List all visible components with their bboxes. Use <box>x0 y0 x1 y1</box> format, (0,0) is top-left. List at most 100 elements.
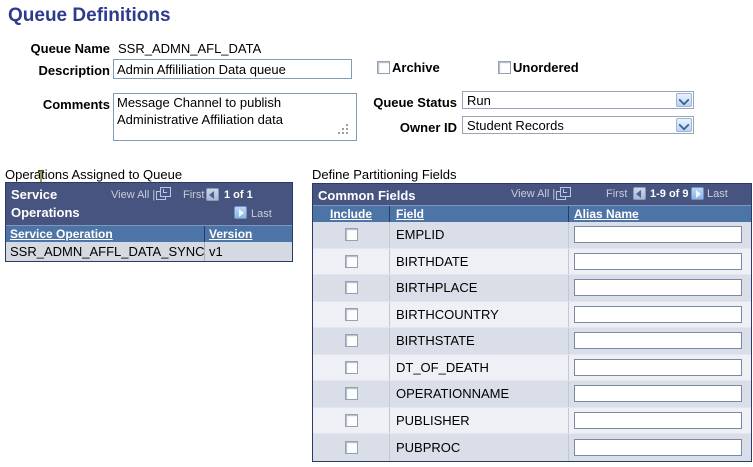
grid-title: Common Fields <box>318 188 416 203</box>
owner-id-label: Owner ID <box>399 120 457 135</box>
table-row: BIRTHDATE <box>313 248 751 275</box>
field-name: PUBPROC <box>390 434 569 461</box>
alias-cell <box>569 302 751 328</box>
include-checkbox[interactable] <box>344 254 358 268</box>
include-cell <box>313 222 390 248</box>
queue-status-label: Queue Status <box>373 95 457 110</box>
alias-name-input[interactable] <box>574 438 742 456</box>
description-input[interactable] <box>113 59 352 79</box>
alias-name-input[interactable] <box>574 252 742 270</box>
comments-textarea[interactable]: Message Channel to publish Administrativ… <box>113 93 357 141</box>
include-cell <box>313 301 390 327</box>
first-link[interactable]: First <box>606 188 628 200</box>
table-row: PUBPROC <box>313 434 751 461</box>
first-link[interactable]: First <box>183 189 205 201</box>
alias-name-input[interactable] <box>574 358 742 376</box>
chevron-down-icon <box>678 119 690 131</box>
alias-name-input[interactable] <box>574 332 742 350</box>
alias-name-input[interactable] <box>574 305 742 323</box>
table-row: PUBLISHER <box>313 407 751 434</box>
table-row: EMPLID <box>313 222 751 249</box>
include-checkbox[interactable] <box>344 281 358 295</box>
field-name: PUBLISHER <box>390 407 569 433</box>
grid-title: Service Operations <box>11 187 80 221</box>
alias-name-input[interactable] <box>574 385 742 403</box>
table-row: BIRTHCOUNTRY <box>313 301 751 328</box>
queue-name-value: SSR_ADMN_AFL_DATA <box>118 41 262 56</box>
include-checkbox[interactable] <box>344 307 358 321</box>
alias-cell <box>569 275 751 301</box>
text-cursor <box>37 170 45 192</box>
include-cell <box>313 434 390 461</box>
queue-status-select[interactable]: Run <box>462 91 694 109</box>
next-arrow-icon[interactable] <box>234 206 247 219</box>
alias-cell <box>569 328 751 354</box>
new-window-icon[interactable] <box>156 187 171 200</box>
field-name: BIRTHDATE <box>390 248 569 274</box>
owner-id-value: Student Records <box>467 118 564 133</box>
alias-cell <box>569 381 751 407</box>
view-all-link[interactable]: View All | <box>511 188 556 200</box>
include-checkbox[interactable] <box>344 334 358 348</box>
alias-name-input[interactable] <box>574 279 742 297</box>
comments-label: Comments <box>42 97 110 112</box>
include-cell <box>313 381 390 407</box>
new-window-icon[interactable] <box>556 187 571 200</box>
unordered-label: Unordered <box>513 60 579 75</box>
alias-name-input[interactable] <box>574 226 742 244</box>
last-link[interactable]: Last <box>251 208 272 220</box>
common-fields-grid-header: Common Fields View All | First 1-9 of 9 … <box>313 184 751 205</box>
common-fields-rows: EMPLID BIRTHDATE BIRTHPLACE BIRTHCOUNTRY BIR… <box>313 222 751 461</box>
row-count: 1 of 1 <box>224 189 253 201</box>
service-operation-value: SSR_ADMN_AFFL_DATA_SYNC <box>6 242 205 261</box>
owner-id-dropdown-button[interactable] <box>676 118 692 132</box>
queue-status-value: Run <box>467 93 491 108</box>
unordered-checkbox[interactable] <box>498 61 511 74</box>
column-header-include[interactable]: Include <box>313 206 390 222</box>
archive-checkbox[interactable] <box>377 61 390 74</box>
view-all-link[interactable]: View All | <box>111 189 156 201</box>
include-checkbox[interactable] <box>344 387 358 401</box>
alias-cell <box>569 408 751 434</box>
owner-id-select[interactable]: Student Records <box>462 116 694 134</box>
common-fields-grid: Common Fields View All | First 1-9 of 9 … <box>312 183 752 462</box>
column-header-row: Service Operation Version <box>6 225 292 242</box>
field-name: BIRTHCOUNTRY <box>390 301 569 327</box>
include-cell <box>313 328 390 354</box>
queue-status-dropdown-button[interactable] <box>676 93 692 107</box>
include-checkbox[interactable] <box>344 440 358 454</box>
column-header-row: Include Field Alias Name <box>313 205 751 222</box>
resize-grip-icon[interactable] <box>346 132 348 134</box>
field-name: BIRTHSTATE <box>390 328 569 354</box>
alias-cell <box>569 249 751 275</box>
row-count: 1-9 of 9 <box>650 188 689 200</box>
service-operations-grid-header: Service Operations View All | First 1 of… <box>6 183 292 225</box>
table-row: BIRTHPLACE <box>313 275 751 302</box>
alias-cell <box>569 222 751 248</box>
column-header-field[interactable]: Field <box>390 206 569 222</box>
column-header-alias-name[interactable]: Alias Name <box>574 207 639 221</box>
include-checkbox[interactable] <box>344 413 358 427</box>
include-checkbox[interactable] <box>344 228 358 242</box>
column-header-version[interactable]: Version <box>209 227 253 241</box>
include-cell <box>313 354 390 380</box>
column-header-service-operation[interactable]: Service Operation <box>6 226 205 242</box>
include-cell <box>313 275 390 301</box>
field-name: BIRTHPLACE <box>390 275 569 301</box>
table-row: SSR_ADMN_AFFL_DATA_SYNC v1 <box>6 242 292 261</box>
include-cell <box>313 407 390 433</box>
alias-cell <box>569 434 751 461</box>
table-row: OPERATIONNAME <box>313 381 751 408</box>
last-link[interactable]: Last <box>707 188 728 200</box>
table-row: BIRTHSTATE <box>313 328 751 355</box>
archive-label: Archive <box>392 60 440 75</box>
alias-name-input[interactable] <box>574 411 742 429</box>
prev-arrow-icon[interactable] <box>206 188 219 201</box>
include-checkbox[interactable] <box>344 360 358 374</box>
prev-arrow-icon[interactable] <box>633 187 646 200</box>
alias-cell <box>569 355 751 381</box>
field-name: OPERATIONNAME <box>390 381 569 407</box>
next-arrow-icon[interactable] <box>691 187 704 200</box>
queue-name-label: Queue Name <box>30 41 110 56</box>
